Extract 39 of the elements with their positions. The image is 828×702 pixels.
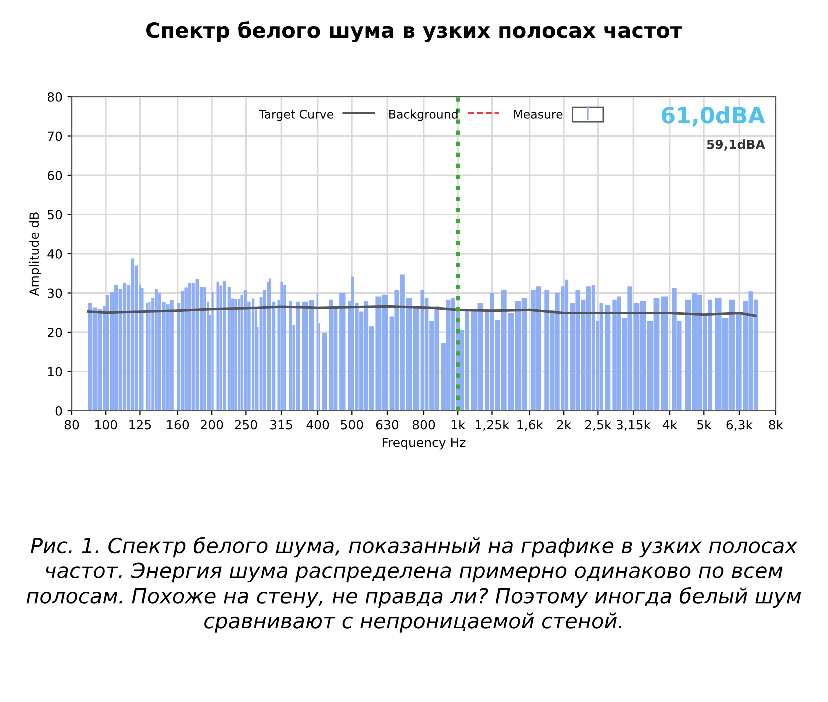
legend-label: Measure	[514, 110, 563, 119]
x-tick-label: 125	[130, 420, 152, 430]
x-tick-label: 500	[341, 420, 364, 430]
x-tick-label: 400	[306, 420, 330, 430]
x-tick-label: 4k	[663, 420, 678, 430]
y-tick-label: 60	[48, 170, 62, 180]
annotation: 59,1dBA	[707, 140, 766, 151]
legend-label: Background	[390, 110, 458, 122]
x-tick-label: 315	[270, 420, 292, 430]
x-tick-label: 800	[412, 420, 436, 430]
x-tick-label: 200	[201, 420, 224, 430]
y-axis-title: Amplitude dB	[29, 212, 42, 296]
y-tick-label: 70	[48, 132, 62, 142]
x-tick-label: 630	[376, 420, 399, 430]
x-tick-label: 100	[96, 420, 118, 430]
annotation: 61,0dBA	[662, 106, 766, 127]
x-tick-label: 250	[235, 420, 258, 430]
y-tick-label: 80	[48, 92, 62, 102]
x-tick-label: 5k	[698, 420, 712, 430]
y-tick-label: 30	[48, 288, 62, 298]
x-tick-label: 80	[64, 420, 80, 430]
text: Рис. 1. Спектр белого шума, показанный на графике в узких полосах частот. Энергия шума распределена примерно одинаково по всем полосам. Похоже на стену, не правда ли? Поэтому иногда белый шум сравнивают с непроницаемой стеной.	[26, 537, 802, 633]
y-tick-label: 50	[48, 210, 62, 220]
x-tick-label: 1k	[452, 420, 466, 430]
x-tick-label: 1,25k	[476, 420, 510, 431]
y-tick-label: 10	[48, 367, 62, 377]
x-tick-label: 2,5k	[586, 420, 612, 431]
y-tick-label: 40	[48, 249, 62, 259]
x-tick-label: 3,15k	[616, 420, 652, 431]
y-tick-label: 20	[48, 328, 62, 338]
x-tick-label: 160	[167, 420, 190, 430]
x-tick-label: 1,6k	[518, 420, 544, 431]
x-tick-label: 8k	[769, 420, 784, 430]
x-tick-label: 6,3k	[726, 420, 754, 431]
legend-label: Target Curve	[258, 110, 334, 122]
x-axis-title: Frequency Hz	[382, 438, 466, 450]
y-tick-label: 0	[56, 406, 62, 416]
x-tick-label: 2k	[557, 420, 572, 430]
chart-title: Спектр белого шума в узких полосах частот	[146, 21, 682, 43]
